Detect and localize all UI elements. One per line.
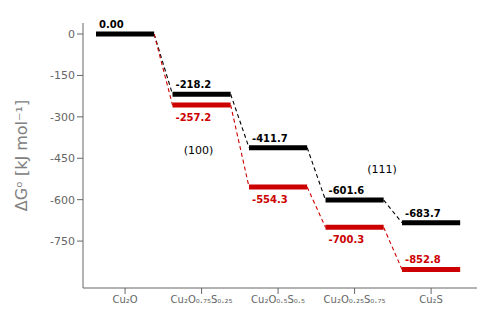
svg-text:-218.2: -218.2 xyxy=(176,79,212,90)
svg-text:(100): (100) xyxy=(184,144,214,157)
svg-text:-601.6: -601.6 xyxy=(329,185,365,196)
svg-text:-683.7: -683.7 xyxy=(405,208,441,219)
svg-text:Cu₂O₀.₂₅S₀.₇₅: Cu₂O₀.₂₅S₀.₇₅ xyxy=(324,294,386,305)
svg-text:-450: -450 xyxy=(50,152,75,165)
svg-text:-300: -300 xyxy=(50,111,75,124)
svg-text:-700.3: -700.3 xyxy=(329,234,365,245)
svg-text:-257.2: -257.2 xyxy=(176,112,212,123)
svg-text:-852.8: -852.8 xyxy=(405,254,441,265)
svg-text:Cu₂O: Cu₂O xyxy=(112,294,137,305)
svg-text:0: 0 xyxy=(68,28,75,41)
svg-text:ΔGᵒ [kJ mol⁻¹]: ΔGᵒ [kJ mol⁻¹] xyxy=(12,100,31,211)
svg-text:-600: -600 xyxy=(50,194,75,207)
svg-text:Cu₂O₀.₅S₀.₅: Cu₂O₀.₅S₀.₅ xyxy=(251,294,305,305)
svg-text:-554.3: -554.3 xyxy=(252,194,288,205)
svg-text:(111): (111) xyxy=(367,163,397,176)
svg-text:Cu₂S: Cu₂S xyxy=(419,294,443,305)
svg-text:0.00: 0.00 xyxy=(99,19,124,30)
svg-text:-750: -750 xyxy=(50,235,75,248)
svg-text:-411.7: -411.7 xyxy=(252,133,288,144)
svg-text:Cu₂O₀.₇₅S₀.₂₅: Cu₂O₀.₇₅S₀.₂₅ xyxy=(171,294,233,305)
svg-text:-150: -150 xyxy=(50,69,75,82)
